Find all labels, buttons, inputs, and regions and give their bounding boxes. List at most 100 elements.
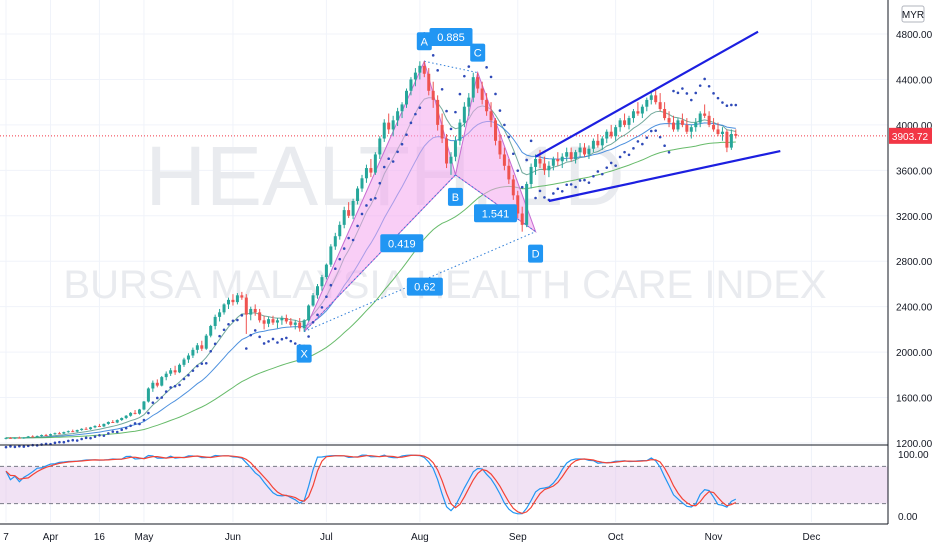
sar-dot xyxy=(698,84,702,87)
time-tick-label: Sep xyxy=(509,532,527,543)
sar-dot xyxy=(53,441,57,445)
candle-body xyxy=(311,295,315,306)
sar-dot xyxy=(147,411,150,415)
candle-body xyxy=(387,122,391,130)
pattern-point-x-bg xyxy=(296,344,312,363)
candle-body xyxy=(320,277,324,287)
candle-body xyxy=(369,168,373,173)
candle xyxy=(547,161,551,178)
sar-dot xyxy=(467,65,471,68)
time-tick-label: Nov xyxy=(705,532,723,543)
candle-body xyxy=(578,147,582,153)
candle-body xyxy=(93,425,97,428)
candle xyxy=(186,353,190,363)
candle xyxy=(191,347,195,359)
candle xyxy=(342,206,346,229)
candle-body xyxy=(289,321,293,325)
candle-body xyxy=(667,118,671,123)
candle xyxy=(213,314,217,330)
candle-body xyxy=(685,124,689,132)
candle xyxy=(538,149,542,169)
candle-body xyxy=(227,299,230,305)
harmonic-pattern-layer xyxy=(303,59,537,333)
candle xyxy=(507,158,511,184)
candle xyxy=(253,304,257,316)
candle xyxy=(587,145,591,159)
sar-dot xyxy=(160,396,164,399)
candle xyxy=(102,423,106,428)
sar-dot xyxy=(596,170,600,173)
candle-body xyxy=(676,120,680,130)
candle-body xyxy=(71,431,75,433)
pattern-point-d-bg xyxy=(528,244,544,263)
time-tick-label: Dec xyxy=(803,532,821,543)
candle-body xyxy=(89,427,93,430)
time-tick-label: 7 xyxy=(3,532,9,543)
pattern-ac-dotted xyxy=(424,60,478,74)
candle-body xyxy=(191,349,195,356)
candle xyxy=(267,316,271,328)
sar-dot xyxy=(463,74,466,78)
candle-body xyxy=(360,178,364,189)
price-tick-label: 1600.00 xyxy=(896,394,932,405)
candle xyxy=(284,314,288,324)
sar-dot xyxy=(115,430,119,434)
candle-body xyxy=(182,359,186,365)
candle-body xyxy=(262,320,266,324)
sar-dot xyxy=(156,396,159,400)
candle-body xyxy=(511,179,515,196)
sar-dot xyxy=(391,160,395,163)
sar-dot xyxy=(316,313,319,317)
candle-body xyxy=(485,99,489,112)
candle-body xyxy=(623,120,627,125)
sar-dot xyxy=(503,123,506,127)
candle xyxy=(49,433,52,437)
candle-body xyxy=(115,420,119,423)
candle xyxy=(71,429,75,433)
candle-body xyxy=(240,295,244,298)
sar-dot xyxy=(231,319,235,323)
candle-body xyxy=(698,113,702,123)
candle xyxy=(453,136,457,162)
candle-body xyxy=(66,431,70,433)
sar-dot xyxy=(178,383,181,387)
candle-body xyxy=(725,131,729,148)
candle-body xyxy=(400,104,404,112)
candle xyxy=(89,426,93,430)
candle xyxy=(369,158,373,178)
candle-body xyxy=(200,345,204,349)
candle xyxy=(405,88,408,108)
pattern-point-c-text: C xyxy=(474,48,482,60)
candle-body xyxy=(525,183,529,225)
candle-body xyxy=(338,224,342,237)
candle xyxy=(391,115,395,137)
sar-dot xyxy=(721,101,724,104)
sar-dot xyxy=(694,91,698,95)
oscillator-tick-label: 100.00 xyxy=(898,450,929,461)
candle-body xyxy=(467,97,471,107)
sar-dot xyxy=(485,66,488,69)
candle-body xyxy=(142,401,146,410)
candle-body xyxy=(436,99,440,125)
candle-body xyxy=(565,152,569,157)
candle xyxy=(133,410,137,415)
sar-dot xyxy=(409,121,413,125)
candle xyxy=(654,88,658,105)
last-price-badge: 3903.72 xyxy=(889,127,932,144)
candle-body xyxy=(600,138,604,146)
candle xyxy=(244,294,248,334)
candle xyxy=(209,324,213,338)
candle xyxy=(222,303,226,315)
candle xyxy=(324,263,328,280)
sar-dot xyxy=(236,318,239,322)
sar-dot xyxy=(400,142,404,146)
candle xyxy=(35,435,39,438)
sar-dot xyxy=(396,150,399,154)
candle-body xyxy=(347,210,351,216)
sar-dot xyxy=(187,373,190,377)
candle-body xyxy=(267,319,271,324)
candle xyxy=(525,181,529,228)
candle-body xyxy=(422,65,426,74)
sar-dot xyxy=(712,92,715,95)
